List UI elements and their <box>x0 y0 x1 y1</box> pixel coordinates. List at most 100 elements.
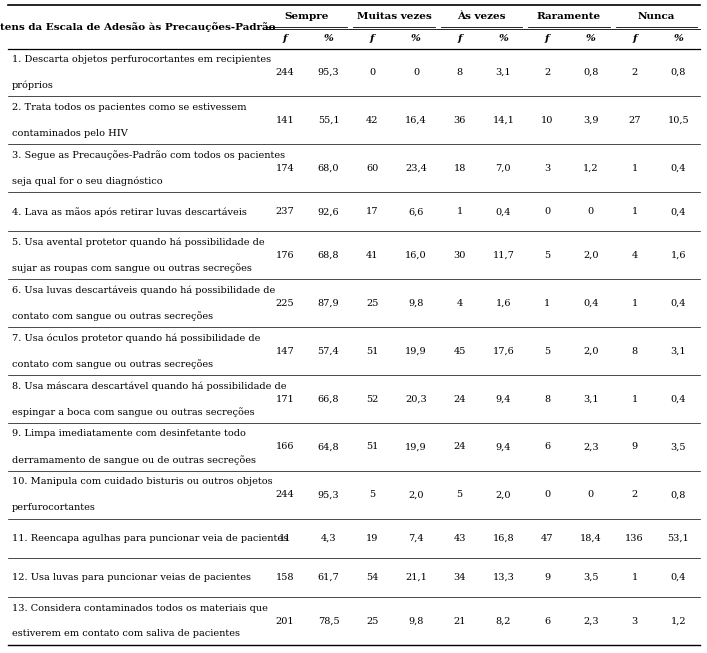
Text: f: f <box>632 34 637 43</box>
Text: 25: 25 <box>366 298 378 308</box>
Text: 95,3: 95,3 <box>317 68 339 77</box>
Text: 6,6: 6,6 <box>408 207 423 216</box>
Text: 10: 10 <box>541 116 554 125</box>
Text: 147: 147 <box>276 347 294 356</box>
Text: contato com sangue ou outras secreções: contato com sangue ou outras secreções <box>12 311 213 321</box>
Text: 19,9: 19,9 <box>405 442 427 451</box>
Text: 66,8: 66,8 <box>318 394 339 404</box>
Text: %: % <box>324 34 334 43</box>
Text: 41: 41 <box>366 251 378 260</box>
Text: 174: 174 <box>276 164 294 173</box>
Text: 0: 0 <box>544 490 550 500</box>
Text: 9,4: 9,4 <box>496 442 511 451</box>
Text: 18,4: 18,4 <box>580 534 602 543</box>
Text: 5: 5 <box>457 490 462 500</box>
Text: derramamento de sangue ou de outras secreções: derramamento de sangue ou de outras secr… <box>12 455 256 465</box>
Text: 4. Lava as mãos após retirar luvas descartáveis: 4. Lava as mãos após retirar luvas desca… <box>12 207 247 217</box>
Text: perfurocortantes: perfurocortantes <box>12 503 96 512</box>
Text: f: f <box>545 34 549 43</box>
Text: 2: 2 <box>544 68 550 77</box>
Text: 237: 237 <box>276 207 294 216</box>
Text: estiverem em contato com saliva de pacientes: estiverem em contato com saliva de pacie… <box>12 629 240 639</box>
Text: 9,4: 9,4 <box>496 394 511 404</box>
Text: 17: 17 <box>366 207 378 216</box>
Text: 45: 45 <box>453 347 466 356</box>
Text: 51: 51 <box>366 347 378 356</box>
Text: 6: 6 <box>544 442 550 451</box>
Text: 92,6: 92,6 <box>317 207 339 216</box>
Text: 64,8: 64,8 <box>317 442 339 451</box>
Text: 1. Descarta objetos perfurocortantes em recipientes: 1. Descarta objetos perfurocortantes em … <box>12 55 271 64</box>
Text: 5. Usa avental protetor quando há possibilidade de: 5. Usa avental protetor quando há possib… <box>12 238 264 247</box>
Text: 61,7: 61,7 <box>317 573 339 582</box>
Text: 0,4: 0,4 <box>496 207 511 216</box>
Text: 0,4: 0,4 <box>670 164 686 173</box>
Text: 0,4: 0,4 <box>670 573 686 582</box>
Text: 3,9: 3,9 <box>583 116 599 125</box>
Text: 8: 8 <box>457 68 462 77</box>
Text: 95,3: 95,3 <box>317 490 339 500</box>
Text: 0,4: 0,4 <box>670 207 686 216</box>
Text: 136: 136 <box>625 534 644 543</box>
Text: 27: 27 <box>629 116 641 125</box>
Text: %: % <box>498 34 508 43</box>
Text: 1,6: 1,6 <box>670 251 686 260</box>
Text: 51: 51 <box>366 442 378 451</box>
Text: 19: 19 <box>366 534 378 543</box>
Text: 25: 25 <box>366 616 378 626</box>
Text: 42: 42 <box>366 116 378 125</box>
Text: 13. Considera contaminados todos os materiais que: 13. Considera contaminados todos os mate… <box>12 603 268 613</box>
Text: Às vezes: Às vezes <box>457 12 506 22</box>
Text: 1: 1 <box>544 298 550 308</box>
Text: %: % <box>586 34 596 43</box>
Text: 166: 166 <box>276 442 294 451</box>
Text: 17,6: 17,6 <box>493 347 514 356</box>
Text: 13,3: 13,3 <box>492 573 514 582</box>
Text: 52: 52 <box>366 394 378 404</box>
Text: 225: 225 <box>276 298 294 308</box>
Text: 158: 158 <box>276 573 294 582</box>
Text: 3,1: 3,1 <box>670 347 686 356</box>
Text: 6. Usa luvas descartáveis quando há possibilidade de: 6. Usa luvas descartáveis quando há poss… <box>12 285 275 295</box>
Text: 6: 6 <box>544 616 550 626</box>
Text: contato com sangue ou outras secreções: contato com sangue ou outras secreções <box>12 359 213 369</box>
Text: 68,0: 68,0 <box>318 164 339 173</box>
Text: 5: 5 <box>544 347 550 356</box>
Text: 14,1: 14,1 <box>492 116 514 125</box>
Text: 3: 3 <box>631 616 638 626</box>
Text: 0: 0 <box>369 68 375 77</box>
Text: 9: 9 <box>631 442 638 451</box>
Text: 3. Segue as Precauções-Padrão com todos os pacientes: 3. Segue as Precauções-Padrão com todos … <box>12 150 285 160</box>
Text: 24: 24 <box>453 394 466 404</box>
Text: 0,4: 0,4 <box>670 298 686 308</box>
Text: próprios: próprios <box>12 81 54 90</box>
Text: 3: 3 <box>544 164 550 173</box>
Text: 5: 5 <box>544 251 550 260</box>
Text: 34: 34 <box>453 573 466 582</box>
Text: 171: 171 <box>276 394 294 404</box>
Text: 2: 2 <box>631 68 638 77</box>
Text: 30: 30 <box>453 251 466 260</box>
Text: 54: 54 <box>366 573 378 582</box>
Text: 4: 4 <box>457 298 463 308</box>
Text: 244: 244 <box>276 490 294 500</box>
Text: 55,1: 55,1 <box>317 116 339 125</box>
Text: 4,3: 4,3 <box>321 534 337 543</box>
Text: 43: 43 <box>453 534 466 543</box>
Text: 0: 0 <box>413 68 419 77</box>
Text: 2,0: 2,0 <box>583 251 599 260</box>
Text: 21,1: 21,1 <box>405 573 427 582</box>
Text: 7,0: 7,0 <box>496 164 511 173</box>
Text: 0: 0 <box>588 207 594 216</box>
Text: 1: 1 <box>631 573 638 582</box>
Text: 10. Manipula com cuidado bisturis ou outros objetos: 10. Manipula com cuidado bisturis ou out… <box>12 477 273 486</box>
Text: 2,0: 2,0 <box>583 347 599 356</box>
Text: 2,0: 2,0 <box>408 490 423 500</box>
Text: 87,9: 87,9 <box>317 298 339 308</box>
Text: 201: 201 <box>276 616 294 626</box>
Text: Raramente: Raramente <box>537 12 601 22</box>
Text: 3,5: 3,5 <box>583 573 599 582</box>
Text: Nunca: Nunca <box>638 12 675 22</box>
Text: 0,8: 0,8 <box>670 68 686 77</box>
Text: 21: 21 <box>453 616 466 626</box>
